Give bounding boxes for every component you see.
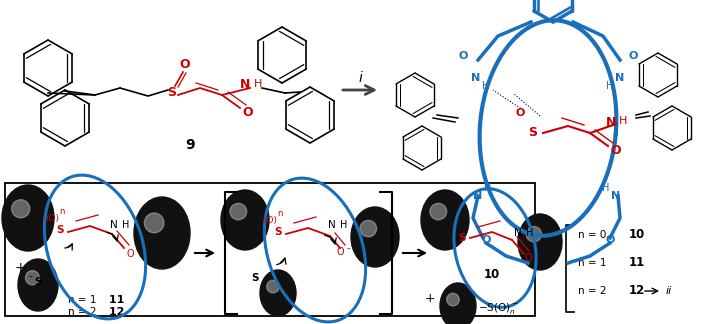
- Text: O: O: [481, 235, 491, 245]
- Ellipse shape: [430, 203, 447, 220]
- Ellipse shape: [26, 271, 39, 285]
- Text: O: O: [611, 144, 621, 156]
- Text: n = 0: n = 0: [578, 230, 609, 240]
- Text: 12: 12: [629, 284, 646, 297]
- Ellipse shape: [221, 190, 269, 250]
- Text: S: S: [528, 126, 538, 140]
- Text: N: N: [471, 73, 481, 83]
- Ellipse shape: [267, 280, 279, 293]
- Text: H: H: [619, 116, 627, 126]
- Ellipse shape: [447, 293, 459, 306]
- Text: N: N: [328, 220, 336, 230]
- Text: N: N: [240, 77, 250, 90]
- Text: +: +: [424, 292, 435, 305]
- Text: S: S: [34, 277, 42, 287]
- Text: (O): (O): [45, 214, 59, 223]
- Text: H: H: [484, 183, 492, 193]
- Text: 11: 11: [105, 295, 124, 305]
- Text: N: N: [110, 220, 118, 230]
- Text: N: N: [616, 73, 625, 83]
- Ellipse shape: [144, 213, 164, 233]
- Text: O: O: [336, 247, 344, 257]
- Ellipse shape: [360, 220, 377, 237]
- Text: H: H: [526, 228, 533, 238]
- Text: N: N: [606, 117, 616, 130]
- Text: N: N: [514, 228, 522, 238]
- Text: n = 1: n = 1: [578, 258, 610, 268]
- Text: O: O: [242, 106, 253, 119]
- Text: $-$S(O)$_n^-$: $-$S(O)$_n^-$: [478, 300, 518, 316]
- Text: S: S: [168, 87, 176, 99]
- Ellipse shape: [2, 185, 54, 251]
- Text: n = 2: n = 2: [68, 307, 97, 317]
- Text: H: H: [254, 79, 262, 89]
- Text: n = 1: n = 1: [68, 295, 97, 305]
- Ellipse shape: [440, 283, 476, 324]
- Text: n: n: [59, 206, 65, 215]
- Text: n = 2: n = 2: [578, 286, 610, 296]
- Text: O: O: [459, 51, 468, 61]
- Text: N: N: [474, 191, 483, 201]
- Text: -: -: [347, 243, 351, 253]
- Ellipse shape: [260, 270, 296, 316]
- Text: 12: 12: [105, 307, 124, 317]
- Text: O: O: [524, 253, 532, 263]
- Text: O: O: [180, 59, 191, 72]
- Ellipse shape: [18, 259, 58, 311]
- Text: H: H: [602, 183, 610, 193]
- Text: ii: ii: [666, 286, 672, 296]
- Text: S: S: [459, 233, 466, 243]
- Text: -: -: [28, 271, 32, 281]
- Text: i: i: [358, 71, 362, 85]
- Text: S: S: [251, 273, 259, 283]
- Text: N: N: [611, 191, 621, 201]
- Text: H: H: [340, 220, 348, 230]
- Text: H: H: [606, 81, 614, 91]
- Text: iii: iii: [517, 230, 526, 240]
- Ellipse shape: [421, 190, 469, 250]
- Text: +: +: [14, 261, 26, 275]
- Text: H: H: [482, 81, 490, 91]
- Text: S: S: [274, 227, 282, 237]
- Text: O: O: [629, 51, 638, 61]
- Text: 10: 10: [629, 228, 646, 241]
- Text: O: O: [515, 108, 525, 118]
- Ellipse shape: [518, 214, 562, 270]
- Text: n: n: [277, 209, 283, 217]
- Text: 11: 11: [629, 257, 646, 270]
- Bar: [5, 183, 535, 316]
- Ellipse shape: [134, 197, 190, 269]
- Text: H: H: [122, 220, 129, 230]
- Text: O: O: [126, 249, 134, 259]
- Text: (O): (O): [263, 215, 277, 225]
- Text: iv: iv: [523, 238, 532, 248]
- Ellipse shape: [11, 200, 30, 218]
- Text: 10: 10: [484, 269, 500, 282]
- Text: O: O: [605, 235, 615, 245]
- Ellipse shape: [351, 207, 399, 267]
- Text: S: S: [56, 225, 64, 235]
- Ellipse shape: [230, 203, 247, 220]
- Ellipse shape: [526, 226, 542, 242]
- Text: 9: 9: [185, 138, 195, 152]
